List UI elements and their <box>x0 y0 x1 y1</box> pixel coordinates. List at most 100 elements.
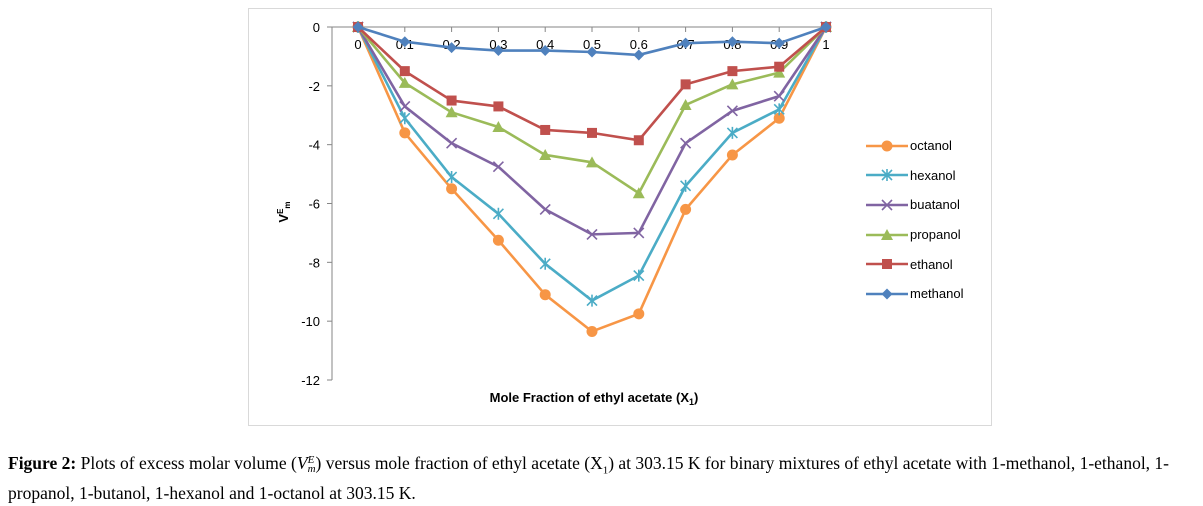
series-line-octanol <box>356 26 828 333</box>
data-point-octanol <box>492 234 504 246</box>
legend-marker <box>881 288 893 300</box>
data-point-ethanol <box>680 79 691 90</box>
caption-text-1: Plots of excess molar volume ( <box>76 453 297 473</box>
caption-x-sub: 1 <box>602 464 609 477</box>
data-point-buatanol <box>399 100 411 112</box>
data-point-octanol <box>633 308 645 320</box>
legend-swatch-hexanol <box>866 169 908 182</box>
y-tick-label: -2 <box>308 79 320 94</box>
data-point-buatanol <box>446 137 458 149</box>
legend-item-methanol: methanol <box>866 279 963 309</box>
legend-label: buatanol <box>910 197 960 213</box>
data-point-methanol <box>492 45 504 57</box>
data-point-buatanol <box>539 203 551 215</box>
data-point-octanol <box>773 112 785 124</box>
data-point-propanol <box>726 78 739 90</box>
data-point-hexanol <box>773 103 785 116</box>
data-point-methanol <box>586 46 598 58</box>
data-point-methanol <box>399 36 411 48</box>
legend-marker <box>881 199 893 211</box>
data-point-buatanol <box>680 137 692 149</box>
data-point-buatanol <box>586 228 598 240</box>
y-tick-label: -12 <box>301 373 320 388</box>
data-point-propanol <box>398 76 411 88</box>
data-point-ethanol <box>540 124 551 135</box>
legend-item-hexanol: hexanol <box>866 161 963 191</box>
data-point-methanol <box>680 37 692 49</box>
legend-label: octanol <box>910 138 952 154</box>
data-point-buatanol <box>773 90 785 102</box>
data-point-buatanol <box>726 105 738 117</box>
x-tick-label: 0 <box>354 37 361 52</box>
data-point-hexanol <box>680 179 692 192</box>
data-point-methanol <box>539 45 551 57</box>
legend: octanol hexanol buatanol propanol ethanol met… <box>866 131 963 309</box>
data-point-octanol <box>586 325 598 337</box>
caption-text-3: ) at 303.15 K for binary mixtures of eth… <box>8 453 1170 503</box>
data-point-methanol <box>726 36 738 48</box>
data-point-propanol <box>586 156 598 168</box>
x-tick-label: 1 <box>822 37 829 52</box>
legend-label: methanol <box>910 286 964 302</box>
legend-item-ethanol: ethanol <box>866 249 963 279</box>
x-tick-label: 0.4 <box>536 37 554 52</box>
data-point-octanol <box>539 289 551 301</box>
caption-symbol: V <box>296 453 308 473</box>
data-point-hexanol <box>586 294 598 307</box>
x-tick-label: 0.3 <box>489 37 507 52</box>
legend-item-buatanol: buatanol <box>866 190 963 220</box>
data-point-hexanol <box>446 171 458 184</box>
y-axis-title: VEm <box>276 201 292 222</box>
data-point-hexanol <box>633 269 645 282</box>
data-point-buatanol <box>492 161 504 173</box>
data-point-methanol <box>773 37 785 49</box>
caption-symbol-sub: m <box>307 462 316 475</box>
legend-marker <box>881 169 893 182</box>
legend-swatch-propanol <box>866 228 908 240</box>
data-point-propanol <box>632 187 645 199</box>
data-point-buatanol <box>633 227 645 239</box>
data-point-ethanol <box>399 66 410 77</box>
data-point-methanol <box>820 21 832 33</box>
figure-caption: Figure 2: Plots of excess molar volume (… <box>8 452 1200 504</box>
data-point-propanol <box>773 66 786 78</box>
y-tick-label: -6 <box>308 197 320 212</box>
data-point-propanol <box>539 148 552 160</box>
data-point-ethanol <box>774 61 785 72</box>
y-tick-label: -10 <box>301 314 320 329</box>
data-point-propanol <box>492 121 505 133</box>
caption-text-2: ) versus mole fraction of ethyl acetate … <box>315 453 603 473</box>
data-point-hexanol <box>539 257 551 270</box>
caption-symbol-sup: E <box>307 453 315 466</box>
data-point-ethanol <box>587 127 597 138</box>
legend-swatch-methanol <box>866 288 908 300</box>
legend-marker <box>882 259 892 270</box>
y-tick-label: -8 <box>308 255 320 270</box>
data-point-ethanol <box>727 66 738 77</box>
data-point-hexanol <box>726 126 738 139</box>
legend-label: ethanol <box>910 256 953 272</box>
data-point-octanol <box>399 127 411 139</box>
legend-marker <box>881 140 893 152</box>
chart-frame <box>248 8 992 426</box>
data-point-methanol <box>633 49 645 61</box>
data-point-methanol <box>446 42 458 54</box>
data-point-octanol <box>726 149 738 161</box>
x-tick-label: 0.6 <box>630 37 648 52</box>
data-point-ethanol <box>446 95 457 106</box>
data-point-octanol <box>680 203 692 215</box>
legend-label: hexanol <box>910 167 956 183</box>
legend-item-octanol: octanol <box>866 131 963 161</box>
y-tick-label: -4 <box>308 138 320 153</box>
data-point-methanol <box>352 21 364 33</box>
data-point-ethanol <box>633 135 644 146</box>
line-chart: 0-2-4-6-8-10-1200.10.20.30.40.50.60.70.8… <box>276 20 832 407</box>
legend-swatch-ethanol <box>866 259 908 270</box>
figure-label: Figure 2: <box>8 453 77 473</box>
data-point-hexanol <box>399 112 411 125</box>
data-point-propanol <box>445 106 458 118</box>
x-tick-label: 0.5 <box>583 37 601 52</box>
data-point-octanol <box>446 183 458 195</box>
data-point-ethanol <box>493 101 504 112</box>
legend-label: propanol <box>910 227 961 243</box>
